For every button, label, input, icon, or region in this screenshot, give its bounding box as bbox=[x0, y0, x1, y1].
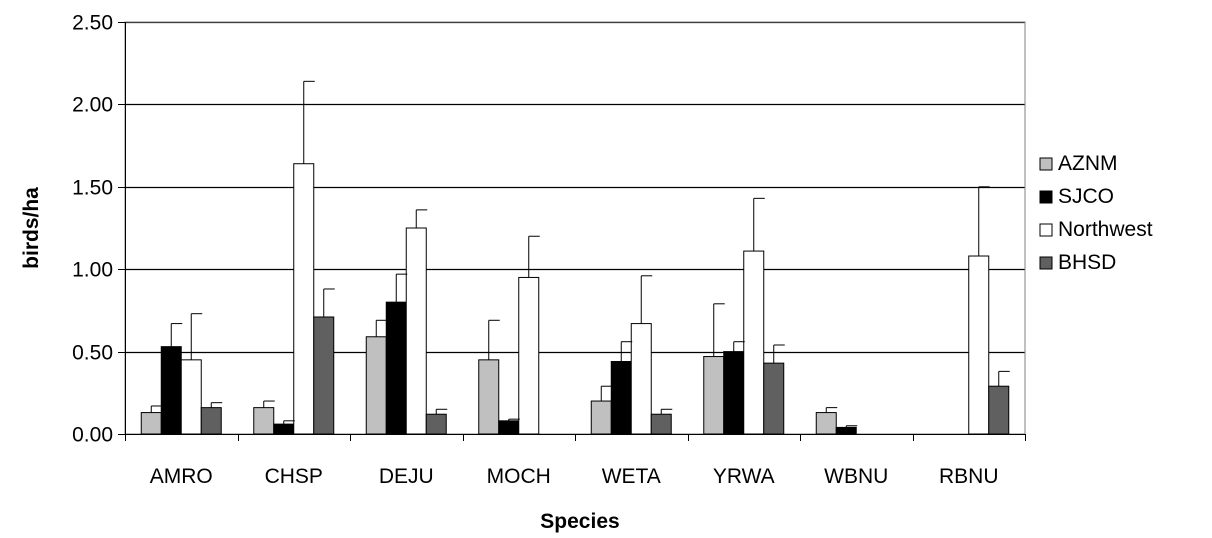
x-tick-label: AMRO bbox=[150, 465, 213, 488]
bar-sjco-yrwa bbox=[723, 351, 745, 435]
x-tick-label: MOCH bbox=[487, 465, 551, 488]
bar-northwest-rbnu bbox=[968, 255, 990, 435]
x-axis-title: Species bbox=[540, 510, 619, 533]
bar-sjco-amro bbox=[160, 346, 182, 435]
x-tick-label: RBNU bbox=[939, 465, 999, 488]
bar-aznm-yrwa bbox=[703, 356, 725, 435]
bar-bhsd-yrwa bbox=[763, 362, 785, 435]
legend-swatch-bhsd bbox=[1039, 256, 1053, 270]
legend: AZNM SJCO Northwest BHSD bbox=[1039, 152, 1153, 274]
x-tick-labels: AMRO CHSP DEJU MOCH WETA YRWA WBNU RBNU bbox=[150, 465, 999, 488]
bar-bhsd-amro bbox=[200, 407, 222, 435]
y-tick-label: 1.00 bbox=[72, 259, 113, 282]
bar-aznm-deju bbox=[365, 336, 387, 435]
plot-frame bbox=[124, 21, 1026, 435]
bar-aznm-chsp bbox=[253, 407, 275, 435]
legend-swatch-northwest bbox=[1039, 223, 1053, 237]
bar-bhsd-weta bbox=[650, 413, 672, 435]
x-tick-label: CHSP bbox=[265, 465, 323, 488]
bar-sjco-moch bbox=[498, 420, 520, 435]
axes bbox=[118, 22, 1026, 441]
legend-label-bhsd: BHSD bbox=[1058, 251, 1116, 274]
bar-northwest-moch bbox=[518, 276, 540, 435]
bar-aznm-amro bbox=[140, 412, 162, 435]
legend-label-aznm: AZNM bbox=[1058, 152, 1118, 175]
bar-northwest-chsp bbox=[293, 163, 315, 435]
y-tick-label: 0.50 bbox=[72, 342, 113, 365]
bar-bhsd-rbnu bbox=[988, 385, 1010, 435]
y-tick-label: 1.50 bbox=[72, 177, 113, 200]
bar-bhsd-chsp bbox=[313, 316, 335, 435]
gridlines bbox=[125, 21, 1025, 354]
bar-sjco-wbnu bbox=[835, 426, 857, 435]
legend-swatch-aznm bbox=[1039, 157, 1053, 171]
plot-area bbox=[124, 21, 1026, 435]
bar-northwest-deju bbox=[405, 227, 427, 435]
bar-aznm-wbnu bbox=[815, 412, 837, 435]
bar-aznm-moch bbox=[478, 359, 500, 435]
y-tick-label: 0.00 bbox=[72, 424, 113, 447]
bar-bhsd-deju bbox=[425, 413, 447, 435]
y-tick-label: 2.50 bbox=[72, 12, 113, 35]
legend-label-northwest: Northwest bbox=[1058, 218, 1153, 241]
bar-northwest-weta bbox=[630, 323, 652, 435]
x-tick-label: DEJU bbox=[379, 465, 434, 488]
y-tick-label: 2.00 bbox=[72, 94, 113, 117]
x-tick-label: YRWA bbox=[713, 465, 775, 488]
bar-aznm-weta bbox=[590, 400, 612, 435]
bar-sjco-deju bbox=[385, 301, 407, 435]
legend-swatch-sjco bbox=[1039, 190, 1053, 204]
bar-northwest-yrwa bbox=[743, 250, 765, 435]
bar-sjco-weta bbox=[610, 360, 632, 435]
x-tick-label: WETA bbox=[602, 465, 661, 488]
y-tick-labels: 0.00 0.50 1.00 1.50 2.00 2.50 bbox=[72, 12, 113, 447]
bars bbox=[140, 163, 1010, 435]
y-axis-title: birds/ha bbox=[20, 187, 43, 269]
bar-sjco-chsp bbox=[273, 423, 295, 435]
bar-northwest-amro bbox=[180, 359, 202, 435]
x-tick-label: WBNU bbox=[824, 465, 888, 488]
error-bars bbox=[150, 80, 1010, 428]
legend-label-sjco: SJCO bbox=[1058, 185, 1114, 208]
